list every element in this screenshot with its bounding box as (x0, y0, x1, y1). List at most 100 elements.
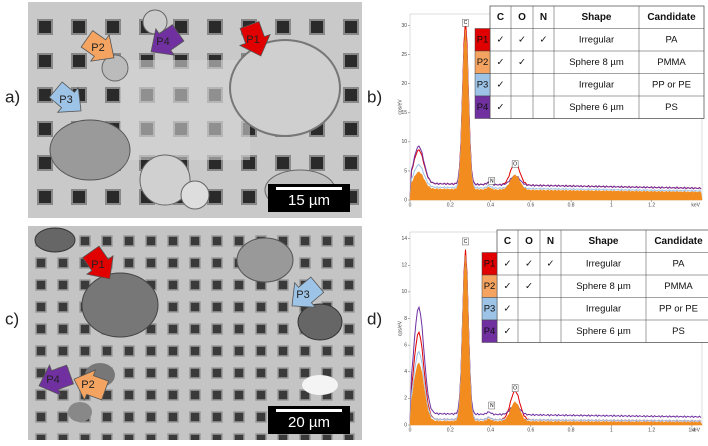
arrow-shape (73, 369, 109, 402)
scale-bar-label: 15 µm (288, 192, 330, 209)
panel-label: d) (367, 309, 382, 328)
table-cell: Irregular (586, 303, 621, 314)
sem-image-c (28, 226, 362, 440)
y-tick-label: 10 (401, 289, 407, 295)
y-tick-label: 15 (401, 110, 407, 116)
row-swatch (481, 319, 498, 343)
peak-label-box (462, 19, 469, 27)
peak-label-box (511, 384, 519, 392)
x-tick-label: 0.4 (487, 202, 494, 208)
table-cell: P3 (477, 79, 489, 90)
sem-image-a (28, 2, 362, 218)
table-header: Shape (588, 236, 618, 247)
arrow-label: P2 (81, 379, 94, 391)
table-cell: Irregular (579, 79, 614, 90)
peak-label: C (464, 239, 468, 245)
arrow-shape (291, 276, 325, 308)
table-cell: Sphere 6 µm (569, 102, 624, 113)
y-tick-label: 4 (404, 369, 407, 375)
table-cell: Sphere 8 µm (576, 281, 631, 292)
table-cell: ✓ (497, 34, 505, 45)
table-header: N (547, 236, 554, 247)
arrow-label: P2 (91, 42, 104, 54)
table-cell: PS (665, 102, 678, 113)
marker-arrow: P2 (80, 30, 115, 62)
marker-arrow: P3 (48, 81, 82, 113)
table-cell: PA (673, 258, 686, 269)
x-tick-label: 0.8 (568, 427, 575, 433)
marker-arrow: P4 (150, 24, 185, 56)
x-tick-label: 0 (409, 202, 412, 208)
table-cell: ✓ (497, 79, 505, 90)
y-tick-label: 6 (404, 342, 407, 348)
table-cell: ✓ (518, 34, 526, 45)
table-header: N (540, 12, 547, 23)
y-tick-label: 30 (401, 23, 407, 29)
arrow-shape (238, 21, 271, 57)
table-cell: P2 (477, 57, 489, 68)
x-tick-label: 0.6 (527, 427, 534, 433)
table-cell: ✓ (547, 258, 555, 269)
y-tick-label: 12 (401, 263, 407, 269)
table-cell: ✓ (497, 102, 505, 113)
table-cell: P3 (484, 303, 496, 314)
table-header: C (497, 12, 504, 23)
peak-label: C (464, 20, 468, 26)
peak-label-box (462, 237, 469, 246)
table-cell: P4 (484, 326, 496, 337)
arrow-label: P4 (46, 374, 59, 386)
table-cell: P2 (484, 281, 496, 292)
peak-label: N (490, 403, 494, 409)
table-cell: Irregular (579, 34, 614, 45)
x-tick-label: 1.2 (648, 427, 655, 433)
table-cell: P1 (477, 34, 489, 45)
table-header: Shape (581, 12, 611, 23)
x-tick-label: 1 (610, 202, 613, 208)
arrow-label: P1 (246, 34, 259, 46)
row-swatch (474, 95, 491, 119)
table-cell: ✓ (504, 258, 512, 269)
marker-arrow: P3 (291, 276, 325, 308)
scale-bar-line (276, 409, 342, 412)
table-cell: PMMA (664, 281, 693, 292)
table-bg (489, 5, 705, 119)
arrow-shape (150, 24, 185, 56)
table-cell: PMMA (657, 57, 686, 68)
marker-arrow: P4 (38, 363, 74, 396)
y-tick-label: 20 (401, 81, 407, 87)
peak-label-box (511, 160, 519, 168)
table-cell: Sphere 6 µm (576, 326, 631, 337)
spectrum-area (409, 29, 703, 201)
y-tick-label: 14 (401, 236, 407, 242)
x-tick-label: 0.6 (527, 202, 534, 208)
marker-arrow: P1 (238, 21, 271, 57)
table-cell: PP or PE (659, 303, 698, 314)
y-tick-label: 25 (401, 52, 407, 58)
table-header: O (518, 12, 526, 23)
y-tick-label: 5 (404, 168, 407, 174)
peak-label-box (488, 177, 495, 185)
panel-label: a) (5, 87, 20, 106)
marker-arrow: P1 (82, 245, 114, 280)
peak-label: N (490, 178, 494, 184)
y-tick-label: 10 (401, 139, 407, 145)
table-cell: PP or PE (652, 79, 691, 90)
arrow-shape (82, 245, 114, 280)
table-cell: ✓ (525, 281, 533, 292)
x-tick-label: 0.2 (447, 202, 454, 208)
table-cell: ✓ (497, 57, 505, 68)
x-tick-label: 1.2 (648, 202, 655, 208)
table-cell: ✓ (504, 326, 512, 337)
scale-bar-label: 20 µm (288, 414, 330, 431)
table-cell: ✓ (525, 258, 533, 269)
x-tick-label: 0.4 (487, 427, 494, 433)
table-cell: ✓ (504, 281, 512, 292)
y-axis-label: cps/eV (397, 99, 403, 115)
arrow-shape (38, 363, 74, 396)
table-cell: PA (666, 34, 679, 45)
marker-arrow: P2 (73, 369, 109, 402)
arrow-shape (80, 30, 115, 62)
x-axis-label: keV (691, 202, 700, 208)
table-header: Candidate (647, 12, 696, 23)
scale-bar-line (276, 187, 342, 190)
